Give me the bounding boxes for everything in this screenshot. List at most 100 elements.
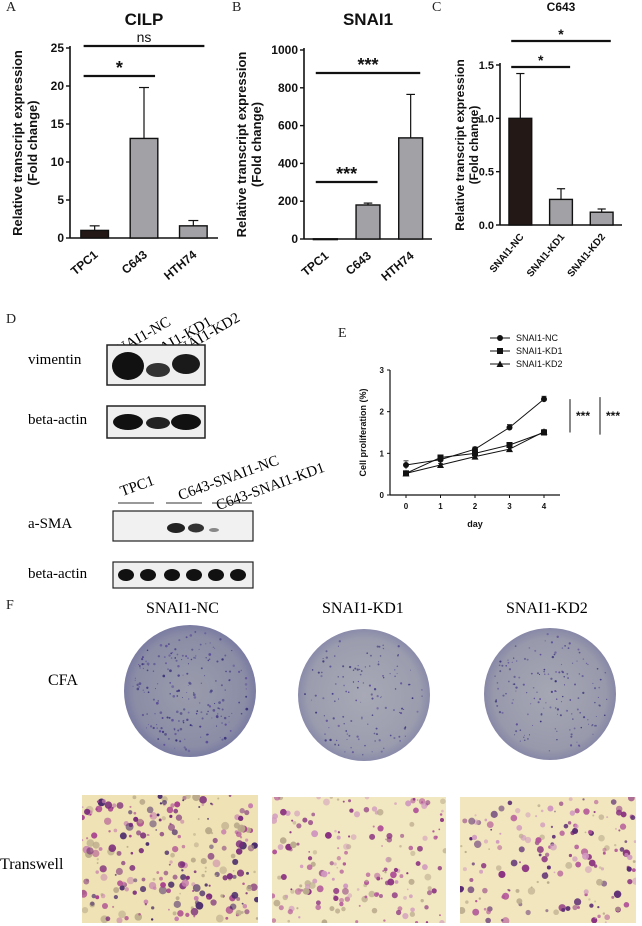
speckle	[377, 663, 380, 666]
colony-plate-nc	[124, 625, 256, 757]
speckle	[615, 906, 621, 912]
x-tick-label: SNAI1-KD2	[566, 232, 609, 280]
speckle	[146, 649, 149, 651]
speckle	[289, 847, 293, 852]
speckle	[557, 870, 564, 877]
speckle	[342, 665, 345, 668]
y-axis-label: (Fold change)	[249, 102, 264, 187]
speckle	[515, 730, 518, 733]
speckle	[185, 912, 190, 917]
speckle	[347, 893, 353, 898]
speckle	[371, 697, 374, 700]
speckle	[364, 895, 368, 899]
speckle	[284, 894, 289, 899]
speckle	[114, 873, 117, 876]
speckle	[182, 708, 186, 711]
speckle	[346, 733, 349, 735]
data-point	[497, 348, 503, 354]
y-axis-label: (Fold change)	[25, 100, 40, 185]
speckle	[384, 880, 390, 886]
data-point	[403, 462, 409, 468]
x-tick-label: HTH74	[378, 248, 416, 283]
speckle	[516, 824, 523, 831]
speckle	[384, 838, 387, 841]
speckle	[329, 797, 333, 799]
speckle	[167, 737, 170, 740]
speckle	[179, 727, 183, 731]
speckle	[84, 808, 91, 815]
speckle	[421, 695, 423, 697]
speckle	[539, 698, 542, 700]
speckle	[168, 881, 175, 888]
speckle	[380, 750, 383, 753]
speckle	[395, 909, 402, 916]
speckle	[532, 724, 534, 727]
speckle	[394, 688, 397, 690]
speckle	[574, 808, 580, 814]
significance-label: ***	[336, 164, 357, 184]
speckle	[345, 690, 347, 693]
speckle	[129, 805, 132, 808]
speckle	[486, 909, 491, 915]
speckle	[618, 829, 621, 832]
speckle	[172, 911, 177, 916]
speckle	[555, 698, 558, 700]
speckle	[159, 802, 163, 805]
speckle	[325, 719, 329, 722]
significance-label: *	[558, 26, 564, 42]
speckle	[181, 879, 190, 887]
speckle	[595, 715, 597, 717]
speckle	[424, 873, 432, 881]
speckle	[528, 734, 530, 736]
speckle	[382, 870, 385, 872]
transwell-image-nc	[82, 795, 258, 923]
speckle	[244, 909, 250, 915]
speckle	[322, 660, 325, 663]
speckle	[177, 665, 180, 668]
speckle	[323, 715, 325, 717]
speckle	[358, 668, 361, 671]
speckle	[91, 832, 98, 839]
speckle	[153, 662, 156, 666]
speckle	[409, 894, 413, 899]
speckle	[158, 730, 162, 733]
speckle	[568, 853, 573, 858]
speckle	[228, 679, 231, 682]
speckle	[317, 671, 320, 674]
speckle	[543, 707, 545, 709]
speckle	[627, 854, 633, 861]
speckle	[363, 806, 370, 813]
speckle	[587, 663, 589, 666]
speckle	[175, 739, 178, 742]
speckle	[145, 660, 148, 663]
speckle	[192, 692, 195, 694]
speckle	[195, 655, 197, 657]
speckle	[382, 647, 385, 650]
x-tick-label: 0	[404, 502, 409, 511]
speckle	[226, 873, 233, 880]
speckle	[344, 850, 348, 855]
speckle	[365, 872, 371, 877]
speckle	[195, 712, 198, 715]
speckle	[273, 899, 281, 907]
speckle	[498, 710, 502, 714]
speckle	[119, 885, 125, 891]
speckle	[544, 673, 546, 676]
speckle	[192, 693, 196, 697]
speckle	[193, 656, 196, 659]
speckle	[592, 814, 595, 817]
speckle	[544, 852, 550, 857]
speckle	[100, 873, 108, 881]
speckle	[496, 704, 499, 707]
speckle	[128, 810, 133, 815]
speckle	[331, 877, 335, 881]
speckle	[582, 716, 586, 719]
speckle	[594, 900, 597, 903]
speckle	[633, 840, 636, 843]
speckle	[549, 706, 552, 709]
speckle	[239, 836, 243, 839]
speckle	[553, 871, 556, 874]
speckle	[400, 833, 405, 838]
speckle	[572, 827, 579, 835]
speckle	[497, 845, 503, 851]
